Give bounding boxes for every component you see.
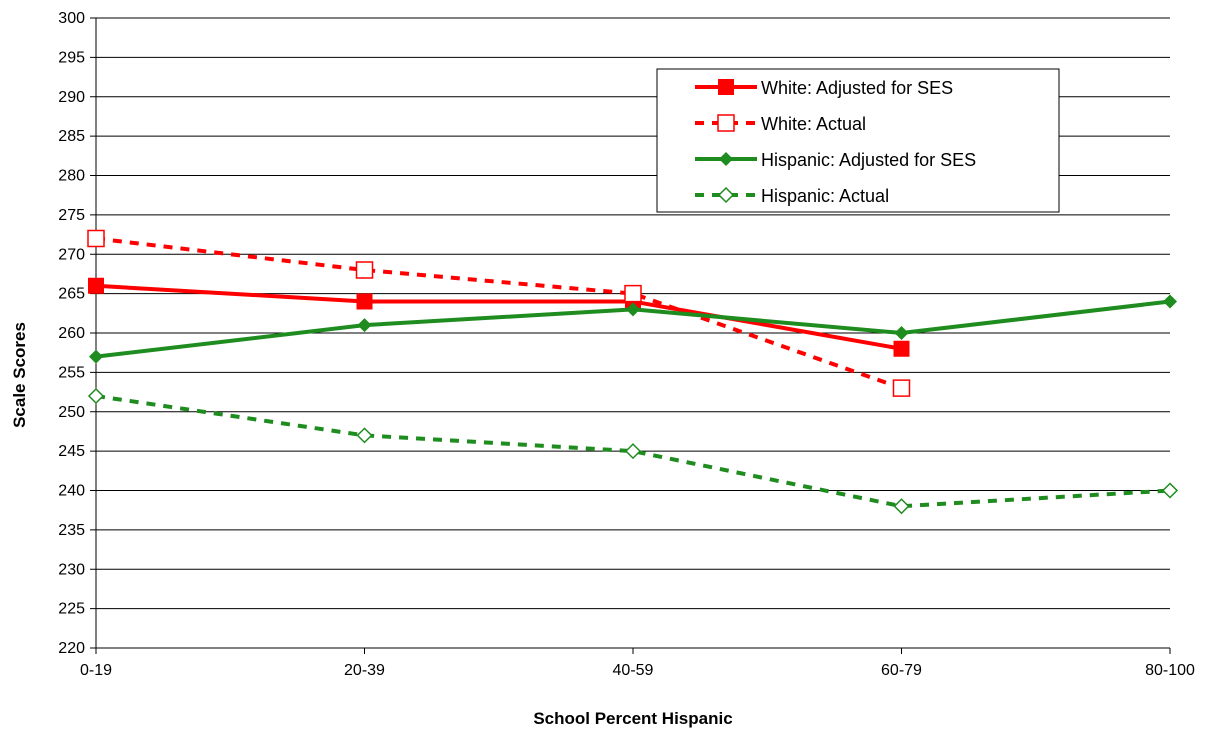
- y-tick-label: 285: [58, 128, 85, 145]
- y-tick-label: 280: [58, 168, 85, 185]
- x-tick-label: 0-19: [80, 662, 112, 679]
- series: [89, 294, 1177, 364]
- y-tick-label: 295: [58, 49, 85, 66]
- y-tick-label: 230: [58, 561, 85, 578]
- data-point: [894, 326, 909, 340]
- data-point: [87, 387, 105, 405]
- legend-item: Hispanic: Actual: [695, 186, 889, 206]
- series: [87, 387, 1179, 515]
- series-line: [95, 236, 903, 391]
- data-point: [89, 349, 103, 364]
- y-tick-label: 265: [58, 286, 85, 303]
- data-point: [892, 379, 911, 397]
- data-point: [88, 277, 104, 294]
- x-tick-label: 60-79: [881, 662, 922, 679]
- series-line: [95, 283, 902, 351]
- legend-item: White: Actual: [695, 114, 866, 134]
- legend-item: Hispanic: Adjusted for SES: [695, 150, 976, 170]
- series-lines: [87, 229, 1179, 515]
- y-tick-label: 220: [58, 640, 85, 657]
- legend-label: Hispanic: Actual: [761, 186, 889, 206]
- data-point: [718, 79, 734, 95]
- y-tick-label: 260: [58, 325, 85, 342]
- data-point: [1161, 482, 1179, 499]
- x-axis-title: School Percent Hispanic: [533, 709, 732, 728]
- data-point: [719, 152, 733, 166]
- legend-label: Hispanic: Adjusted for SES: [761, 150, 976, 170]
- data-point: [717, 114, 735, 132]
- data-point: [355, 261, 374, 279]
- axes: 220 225 230 235 240 245 250 255 260 265 270 275 280 2…: [58, 10, 1195, 679]
- data-point: [717, 186, 735, 204]
- y-tick-label: 255: [58, 364, 85, 381]
- series: [87, 229, 911, 397]
- y-tick-label: 300: [58, 10, 85, 27]
- data-point: [356, 427, 373, 444]
- y-axis-title: Scale Scores: [10, 322, 29, 428]
- data-point: [626, 302, 640, 317]
- legend-label: White: Adjusted for SES: [761, 78, 953, 98]
- y-tick-label: 290: [58, 89, 85, 106]
- data-point: [356, 293, 373, 310]
- y-tick-label: 240: [58, 483, 85, 500]
- series-line: [95, 394, 1171, 509]
- legend-item: White: Adjusted for SES: [695, 78, 953, 98]
- y-tick-label: 235: [58, 522, 85, 539]
- data-point: [357, 318, 372, 333]
- data-point: [1163, 294, 1177, 309]
- data-point: [893, 498, 910, 515]
- data-point: [87, 229, 105, 248]
- legend: White: Adjusted for SES White: Actual Hisp…: [656, 68, 1060, 213]
- y-tick-label: 245: [58, 443, 85, 460]
- legend-label: White: Actual: [761, 114, 866, 134]
- data-point: [893, 340, 910, 357]
- data-point: [624, 443, 642, 460]
- y-tick-label: 225: [58, 601, 85, 618]
- y-tick-label: 270: [58, 246, 85, 263]
- data-point: [624, 284, 642, 303]
- y-tick-label: 250: [58, 404, 85, 421]
- y-tick-label: 275: [58, 207, 85, 224]
- x-tick-label: 80-100: [1145, 662, 1195, 679]
- x-tick-label: 40-59: [613, 662, 654, 679]
- x-tick-label: 20-39: [344, 662, 385, 679]
